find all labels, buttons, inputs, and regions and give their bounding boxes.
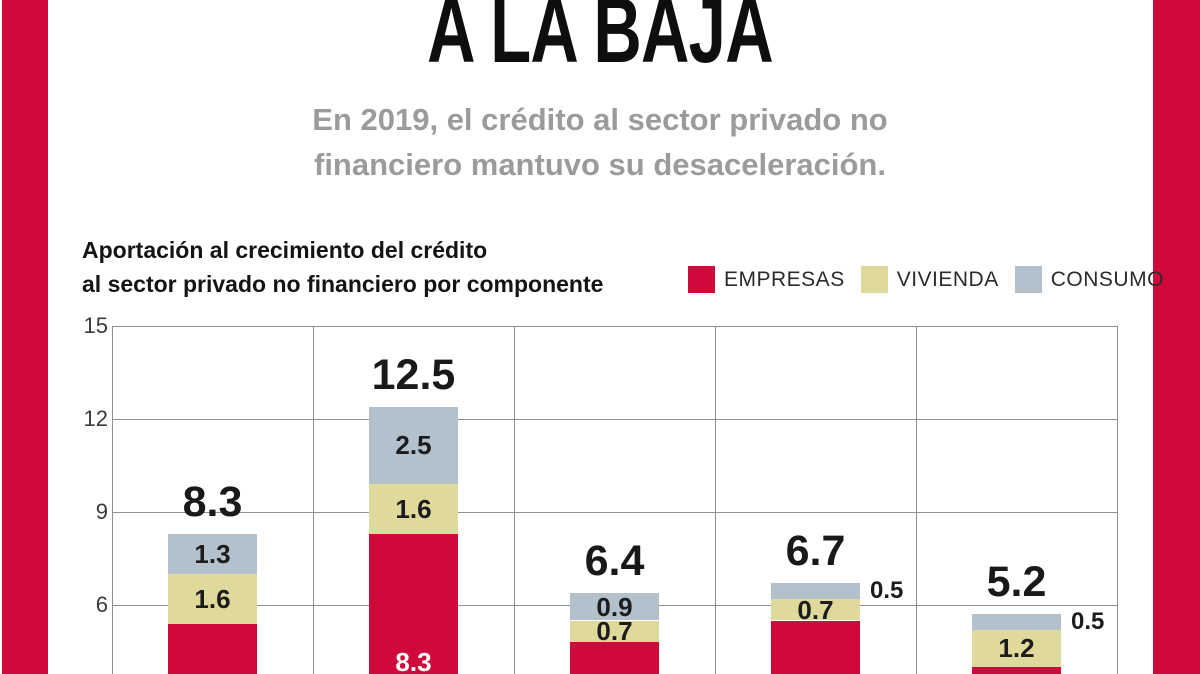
page-subtitle: En 2019, el crédito al sector privado no…	[0, 97, 1200, 187]
bar-segment-label-outside: 0.5	[1071, 608, 1105, 636]
bar-segment-label: 1.3	[194, 538, 231, 569]
bar-segment-consumo	[570, 592, 659, 621]
bar-segment-empresas	[168, 623, 257, 674]
bar-segment-empresas	[369, 533, 458, 674]
bar-segment-vivienda	[972, 629, 1061, 667]
chart-title-line-1: Aportación al crecimiento del crédito	[82, 237, 488, 263]
legend-item-consumo: CONSUMO	[1014, 266, 1164, 293]
legend-item-vivienda: VIVIENDA	[860, 266, 999, 293]
bar-segment-vivienda	[168, 574, 257, 624]
left-accent-bar	[2, 0, 48, 674]
bar-segment-vivienda	[771, 598, 860, 621]
bar-total-label: 5.2	[986, 558, 1047, 607]
bar-segment-consumo	[771, 583, 860, 599]
bar-segment-label: 8.3	[395, 647, 432, 674]
y-axis-tick-label: 6	[95, 592, 108, 617]
bar-total-label: 8.3	[182, 477, 243, 526]
gridline-vertical	[1117, 326, 1118, 674]
legend-label-vivienda: VIVIENDA	[896, 268, 999, 291]
gridline-vertical	[112, 326, 113, 674]
y-axis-tick-label: 15	[83, 313, 108, 338]
bar-total-label: 6.4	[584, 536, 645, 585]
bar-segment-consumo	[972, 614, 1061, 630]
gridline-vertical	[916, 326, 917, 674]
gridline-horizontal	[112, 512, 1117, 513]
bar-segment-vivienda	[570, 620, 659, 643]
legend-label-empresas: EMPRESAS	[724, 268, 845, 291]
gridline-vertical	[715, 326, 716, 674]
bar-segment-label: 1.6	[194, 583, 231, 614]
bar-segment-label: 0.7	[596, 616, 633, 647]
bar-segment-label-outside: 0.5	[870, 577, 904, 605]
bar-segment-vivienda	[369, 484, 458, 534]
bar-segment-empresas	[771, 620, 860, 674]
page-title: A LA BAJA	[427, 0, 773, 82]
legend: EMPRESAS VIVIENDA CONSUMO	[688, 266, 1164, 293]
bar-segment-consumo	[369, 406, 458, 485]
bar-segment-label: 1.2	[998, 633, 1035, 664]
legend-label-consumo: CONSUMO	[1050, 268, 1164, 291]
gridline-horizontal	[112, 419, 1117, 420]
subtitle-line-2: financiero mantuvo su desaceleración.	[314, 147, 886, 182]
consumo-swatch-icon	[1014, 266, 1042, 293]
bar-segment-label: 0.7	[797, 594, 834, 625]
y-axis-tick-label: 9	[95, 499, 108, 524]
bar-segment-empresas	[570, 642, 659, 674]
legend-item-empresas: EMPRESAS	[688, 266, 845, 293]
bar-total-label: 12.5	[371, 350, 456, 399]
gridline-horizontal	[112, 326, 1117, 327]
gridline-vertical	[514, 326, 515, 674]
chart-title-line-2: al sector privado no financiero por comp…	[82, 271, 604, 297]
bar-segment-empresas	[972, 667, 1061, 674]
bar-segment-label: 1.6	[395, 493, 432, 524]
bar-segment-consumo	[168, 533, 257, 574]
right-accent-bar	[1153, 0, 1200, 674]
gridline-vertical	[313, 326, 314, 674]
bar-total-label: 6.7	[785, 527, 846, 576]
empresas-swatch-icon	[688, 266, 715, 293]
subtitle-line-1: En 2019, el crédito al sector privado no	[312, 102, 888, 137]
vivienda-swatch-icon	[860, 266, 888, 293]
chart-title: Aportación al crecimiento del crédito al…	[82, 233, 603, 301]
y-axis-tick-label: 12	[83, 406, 108, 431]
bar-segment-label: 0.9	[596, 591, 633, 622]
bar-segment-label: 2.5	[395, 430, 432, 461]
